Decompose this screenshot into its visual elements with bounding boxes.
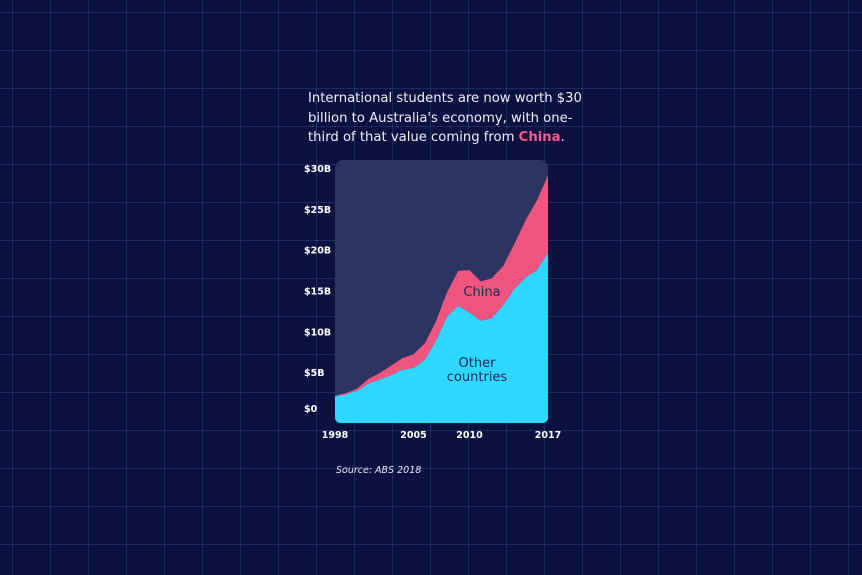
y-tick-label: $25B (304, 205, 331, 216)
y-tick-label: $10B (304, 327, 331, 338)
headline: International students are now worth $30… (308, 89, 583, 148)
y-tick-label: $20B (304, 246, 331, 257)
y-tick-label: $30B (304, 164, 331, 175)
area-other-countries (335, 252, 548, 423)
x-tick-label: 2017 (535, 430, 561, 441)
headline-period: . (560, 130, 565, 145)
x-tick-label: 2005 (400, 430, 426, 441)
y-tick-label: $5B (304, 368, 324, 379)
y-tick-label: $15B (304, 287, 331, 298)
area-label-other-line2: countries (447, 370, 508, 385)
headline-text: International students are now worth $30… (308, 91, 582, 145)
x-axis-ticks: 1998 2005 2010 2017 (322, 430, 561, 441)
area-label-china: China (463, 285, 500, 300)
area-china (335, 175, 548, 397)
area-label-other-line1: Other (459, 356, 497, 371)
y-axis-ticks: $0 $5B $10B $15B $20B $25B $30B (304, 164, 331, 415)
headline-highlight-china: China (518, 130, 561, 145)
x-tick-label: 1998 (322, 430, 349, 441)
y-tick-label: $0 (304, 404, 318, 415)
source-note: Source: ABS 2018 (336, 465, 422, 476)
x-tick-label: 2010 (456, 430, 483, 441)
